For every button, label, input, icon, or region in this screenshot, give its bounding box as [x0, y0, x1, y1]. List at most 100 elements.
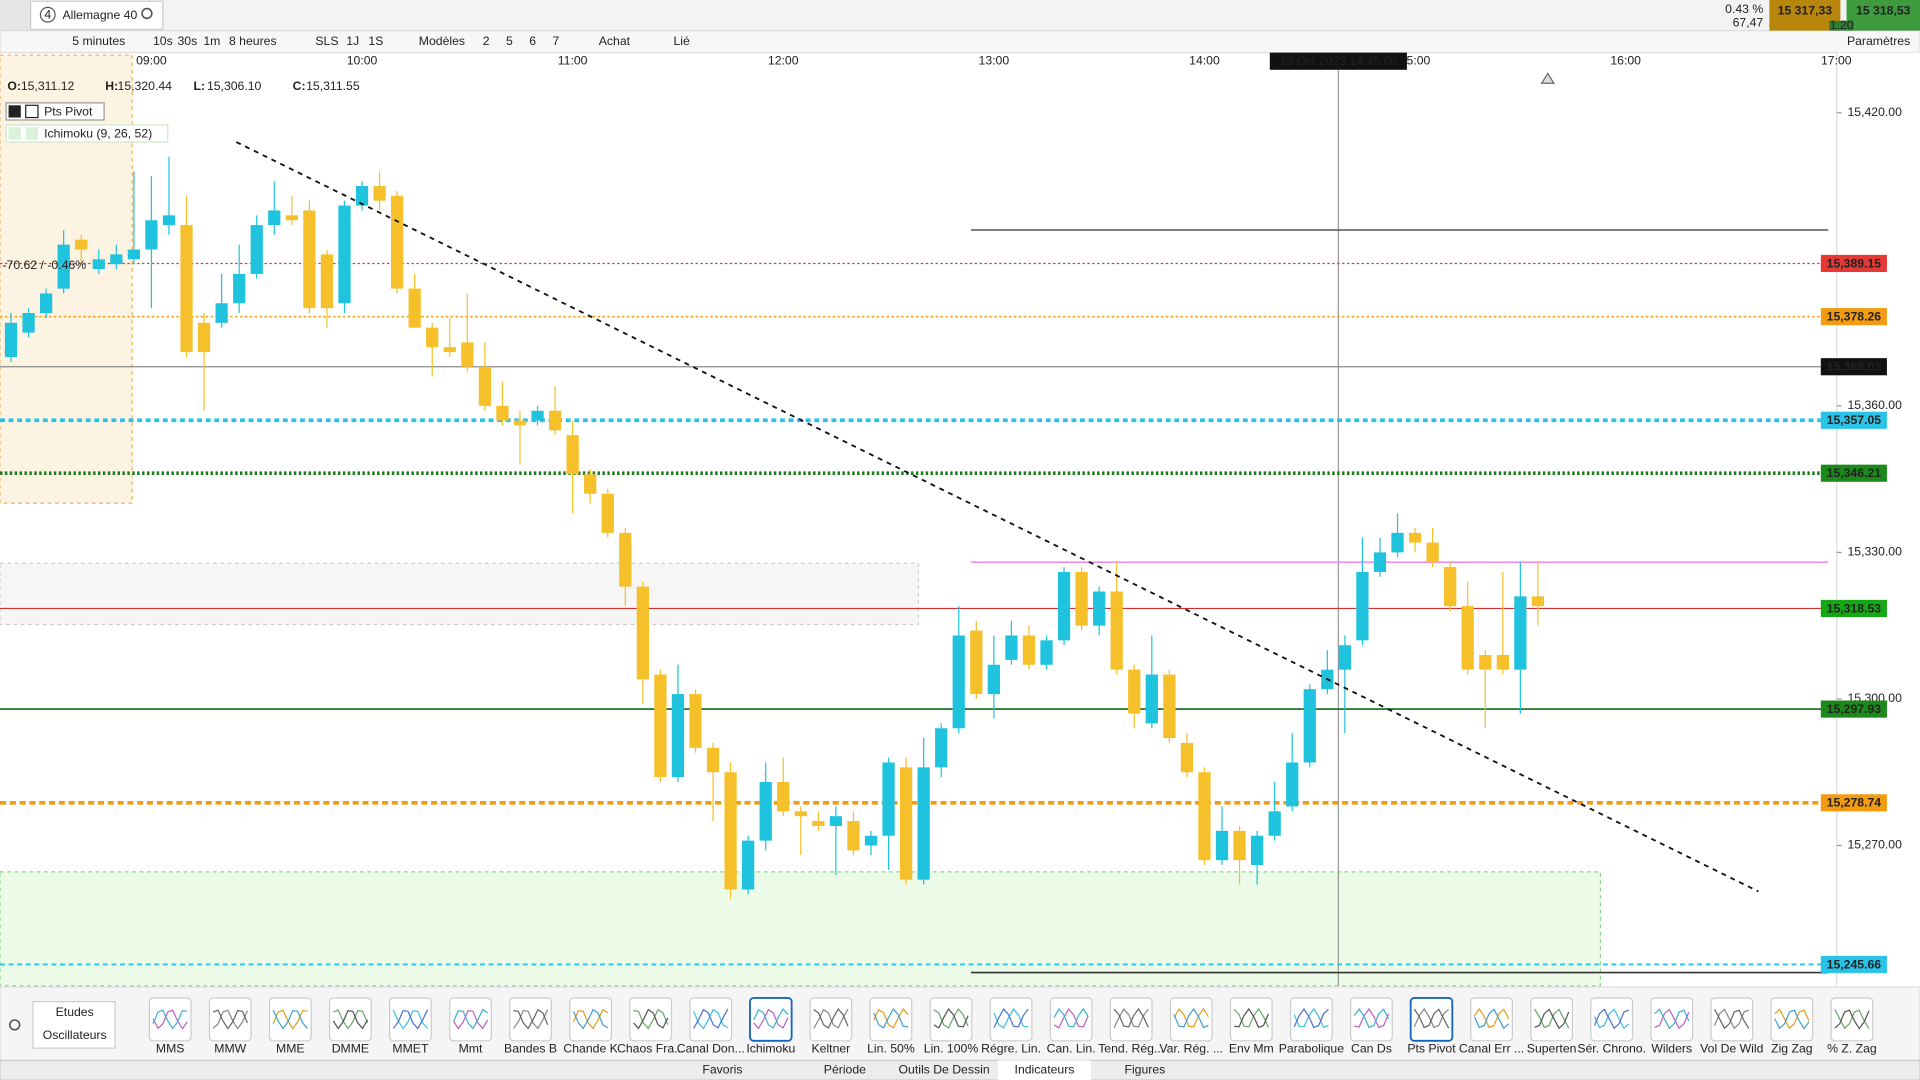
indicator-name[interactable]: Ichimoku — [746, 1042, 795, 1056]
search-icon[interactable] — [9, 1019, 21, 1031]
indicator-icon[interactable] — [509, 997, 552, 1042]
x-tick-label: 13:00 — [979, 53, 1010, 67]
indicator-name[interactable]: DMME — [332, 1042, 369, 1056]
indicator-icon[interactable] — [1590, 997, 1634, 1042]
indicator-name[interactable]: Pts Pivot — [1407, 1042, 1456, 1056]
interval[interactable]: 30s — [177, 34, 197, 48]
indicator-icon[interactable] — [208, 997, 252, 1042]
panel-item[interactable]: Etudes — [56, 1005, 94, 1019]
indicator-glyph — [993, 1008, 1029, 1029]
indicator-name[interactable]: Can. Lin. — [1047, 1042, 1096, 1056]
indicator-name[interactable]: Can Ds — [1351, 1042, 1392, 1056]
models[interactable]: Modèles — [419, 34, 465, 48]
ohlc-value: 15,306.10 — [207, 79, 262, 93]
indicator-glyph — [873, 1008, 909, 1029]
minimize-study[interactable] — [25, 104, 39, 119]
panel-item[interactable]: Oscillateurs — [43, 1028, 107, 1042]
tab[interactable]: Période — [824, 1062, 866, 1076]
study-box[interactable] — [5, 124, 169, 143]
indicator-name[interactable]: Chande K — [563, 1042, 618, 1056]
candle-body — [601, 493, 614, 533]
instrument-field[interactable] — [30, 0, 164, 30]
indicator-name[interactable]: Canal Don... — [677, 1042, 745, 1056]
indicator-icon[interactable] — [1350, 997, 1393, 1042]
indicator-name[interactable]: Bandes B — [504, 1042, 557, 1056]
indicator-name[interactable]: Canal Err ... — [1459, 1042, 1524, 1056]
indicator-icon[interactable] — [929, 997, 973, 1042]
close-study[interactable] — [8, 105, 21, 118]
menu-button[interactable] — [0, 0, 31, 31]
indicator-name[interactable]: Sér. Chrono. — [1577, 1042, 1646, 1056]
candle-body — [355, 186, 369, 206]
indicator-glyph — [452, 1008, 488, 1030]
indicator-icon[interactable] — [148, 997, 192, 1042]
indicator-icon[interactable] — [1169, 997, 1213, 1042]
indicator-icon[interactable] — [449, 997, 492, 1042]
indicator-name[interactable]: Régre. Lin. — [981, 1042, 1041, 1056]
indicator-icon[interactable] — [1650, 997, 1694, 1042]
trend-line[interactable] — [235, 141, 1759, 893]
linked[interactable]: Lié — [673, 34, 690, 48]
settings[interactable]: Paramètres — [1847, 34, 1910, 48]
indicator-name[interactable]: Vol De Wild — [1700, 1042, 1763, 1056]
indicator-name[interactable]: Superten — [1527, 1042, 1577, 1056]
indicator-name[interactable]: Tend. Rég... — [1098, 1042, 1164, 1056]
count[interactable]: 6 — [529, 34, 536, 48]
indicator-name[interactable]: MMW — [214, 1042, 246, 1056]
indicator-icon[interactable] — [1470, 997, 1513, 1042]
study-toggle[interactable] — [8, 127, 21, 140]
indicator-icon[interactable] — [1770, 997, 1814, 1042]
marker-icon[interactable] — [1540, 72, 1555, 84]
range[interactable]: 1S — [368, 34, 383, 48]
bid-box[interactable] — [1769, 0, 1841, 31]
indicator-name[interactable]: Wilders — [1651, 1042, 1692, 1056]
indicator-name[interactable]: Zig Zag — [1771, 1042, 1813, 1056]
interval[interactable]: 10s — [153, 34, 173, 48]
tab[interactable]: Outils De Dessin — [899, 1062, 990, 1076]
search-icon[interactable] — [141, 7, 153, 20]
indicator-name[interactable]: Chaos Fra... — [617, 1042, 684, 1056]
indicator-name[interactable]: MMS — [156, 1042, 185, 1056]
period[interactable]: 8 heures — [229, 34, 277, 48]
range[interactable]: SLS — [315, 34, 338, 48]
count[interactable]: 5 — [506, 34, 513, 48]
tab[interactable]: Figures — [1124, 1062, 1165, 1076]
interval[interactable]: 1m — [203, 34, 220, 48]
count[interactable]: 2 — [483, 34, 490, 48]
candle-body — [285, 215, 298, 221]
indicator-icon[interactable] — [1049, 997, 1093, 1042]
indicator-name[interactable]: Env Mm — [1229, 1042, 1274, 1056]
candle-body — [75, 239, 88, 250]
indicator-name[interactable]: MME — [276, 1042, 305, 1056]
indicator-name[interactable]: Keltner — [811, 1042, 850, 1056]
range[interactable]: 1J — [346, 34, 359, 48]
indicator-name[interactable]: MMET — [392, 1042, 429, 1056]
indicator-icon[interactable] — [389, 997, 432, 1042]
indicator-icon[interactable] — [1289, 997, 1333, 1042]
indicator-name[interactable]: Mmt — [459, 1042, 483, 1056]
indicator-name[interactable]: % Z. Zag — [1827, 1042, 1877, 1056]
indicator-icon[interactable] — [328, 997, 372, 1042]
indicator-name[interactable]: Lin. 50% — [867, 1042, 915, 1056]
study-toggle[interactable] — [25, 127, 38, 140]
indicator-name[interactable]: Var. Rég. ... — [1159, 1042, 1223, 1056]
indicator-name[interactable]: Lin. 100% — [924, 1042, 979, 1056]
indicator-icon[interactable] — [629, 997, 673, 1042]
indicator-icon[interactable] — [268, 997, 312, 1042]
indicator-glyph — [633, 1008, 669, 1030]
indicator-icon[interactable] — [749, 997, 793, 1042]
tab[interactable]: Indicateurs — [1015, 1062, 1075, 1076]
indicator-icon[interactable] — [569, 997, 613, 1042]
ask-box[interactable] — [1846, 0, 1920, 31]
buy[interactable]: Achat — [599, 34, 631, 48]
timeframe[interactable]: 5 minutes — [72, 34, 125, 48]
candle-body — [970, 630, 983, 695]
candle-body — [478, 366, 492, 406]
candle-body — [22, 313, 35, 333]
indicator-name[interactable]: Parabolique — [1279, 1042, 1344, 1056]
indicator-icon[interactable] — [1229, 997, 1273, 1042]
candle-body — [1040, 640, 1053, 665]
count[interactable]: 7 — [553, 34, 560, 48]
tab[interactable]: Favoris — [702, 1062, 742, 1076]
indicator-icon[interactable] — [869, 997, 913, 1042]
